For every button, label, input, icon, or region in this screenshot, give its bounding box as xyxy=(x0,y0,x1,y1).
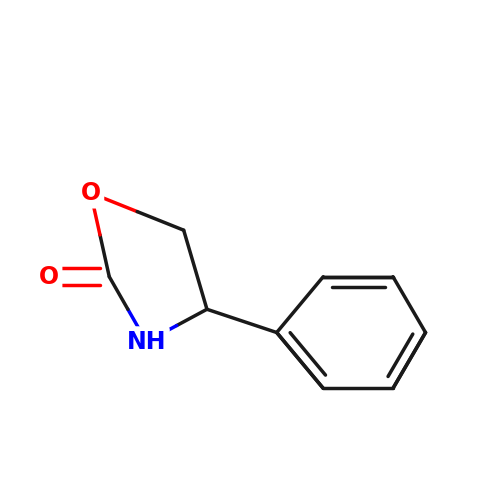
Text: O: O xyxy=(39,265,59,289)
Text: NH: NH xyxy=(127,330,166,354)
Text: O: O xyxy=(80,181,101,205)
